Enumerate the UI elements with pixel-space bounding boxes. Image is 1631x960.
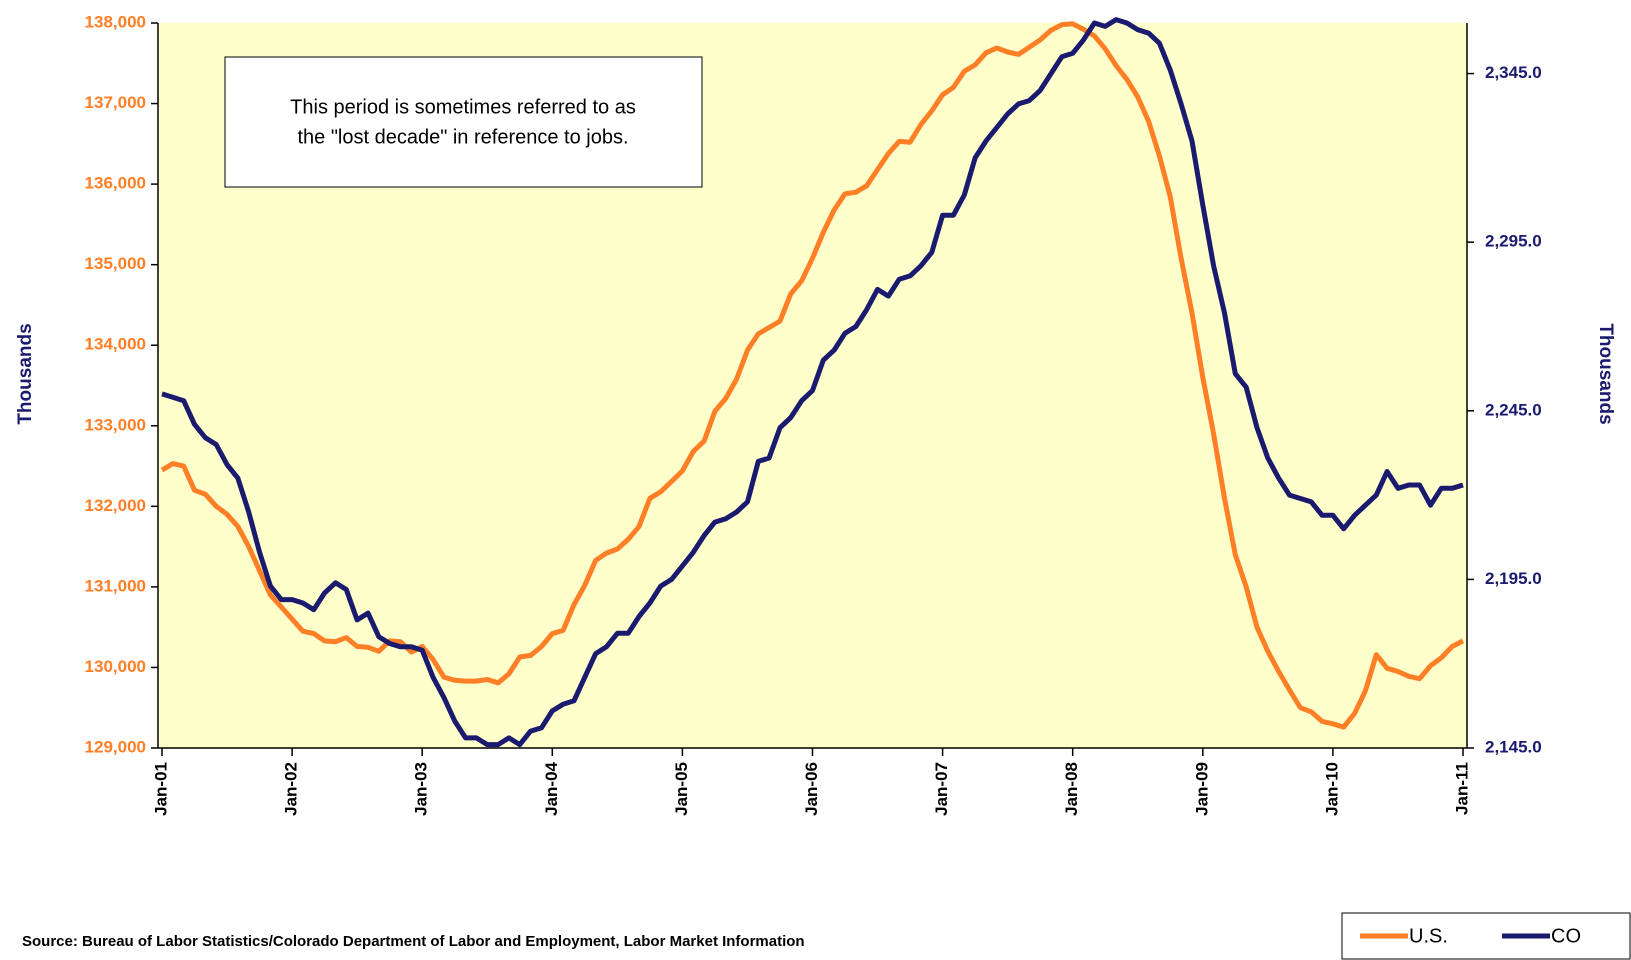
y-tick-label: 138,000: [85, 12, 146, 31]
x-tick-label: Jan-08: [1062, 762, 1081, 816]
y2-tick-label: 2,245.0: [1485, 400, 1542, 419]
x-tick-label: Jan-06: [802, 762, 821, 816]
y-tick-label: 134,000: [85, 335, 146, 354]
y2-tick-label: 2,295.0: [1485, 232, 1542, 251]
y2-tick-label: 2,145.0: [1485, 737, 1542, 756]
y-tick-label: 137,000: [85, 93, 146, 112]
y-tick-label: 136,000: [85, 174, 146, 193]
x-tick-label: Jan-04: [542, 761, 561, 815]
series-line: [160, 21, 1465, 730]
legend-label: U.S.: [1409, 925, 1448, 947]
x-tick-label: Jan-05: [672, 762, 691, 816]
y2-axis-title: Thousands: [1595, 323, 1616, 424]
y-tick-label: 133,000: [85, 415, 146, 434]
y2-tick-label: 2,195.0: [1485, 569, 1542, 588]
x-tick-label: Jan-02: [282, 762, 301, 816]
annotation-box: [224, 56, 703, 188]
y-tick-label: 131,000: [85, 576, 146, 595]
x-tick-label: Jan-09: [1192, 762, 1211, 816]
x-tick-label: Jan-07: [932, 762, 951, 816]
legend-label: CO: [1551, 925, 1581, 947]
series-line: [161, 17, 1464, 748]
y-tick-label: 135,000: [85, 254, 146, 273]
annotation-text: This period is sometimes referred to as: [290, 96, 636, 118]
x-tick-label: Jan-11: [1452, 762, 1471, 815]
y-tick-label: 129,000: [85, 737, 146, 756]
annotation-text: the "lost decade" in reference to jobs.: [297, 126, 628, 148]
source-note: Source: Bureau of Labor Statistics/Color…: [22, 933, 805, 950]
y-axis-title: Thousands: [15, 323, 36, 424]
x-tick-label: Jan-01: [151, 762, 170, 816]
x-tick-label: Jan-10: [1322, 762, 1341, 816]
y-tick-label: 130,000: [85, 657, 146, 676]
x-tick-label: Jan-03: [412, 762, 431, 816]
y2-tick-label: 2,345.0: [1485, 63, 1542, 82]
y-tick-label: 132,000: [85, 496, 146, 515]
